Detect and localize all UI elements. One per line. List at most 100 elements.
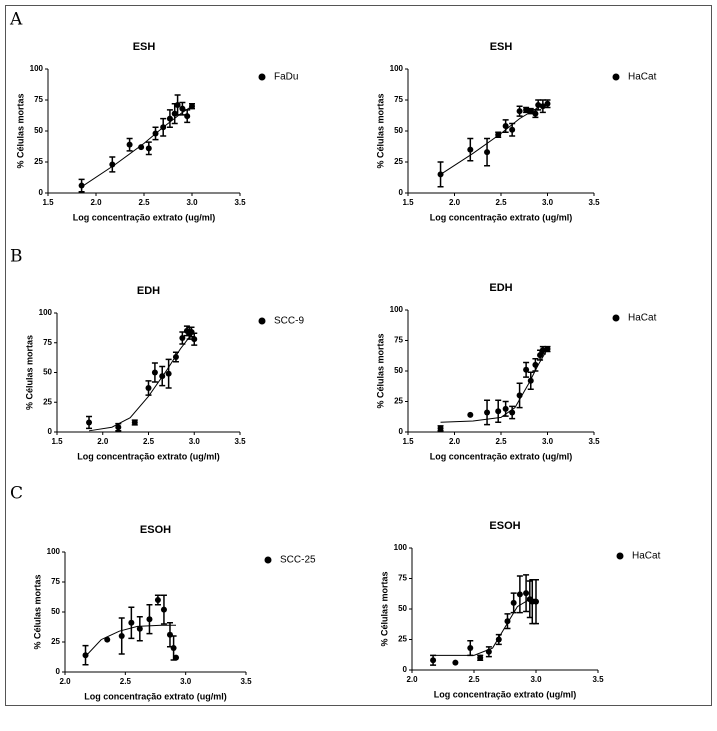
- data-point: [171, 110, 178, 117]
- y-tick-label: 50: [51, 607, 60, 616]
- fit-curve: [88, 330, 195, 432]
- fit-curve: [85, 624, 177, 657]
- legend-label: FaDu: [274, 72, 298, 83]
- panel-label: C: [10, 484, 23, 504]
- x-tick-label: 1.5: [42, 198, 54, 207]
- data-point: [78, 182, 85, 189]
- y-tick-label: 0: [399, 427, 404, 436]
- x-tick-label: 3.5: [234, 437, 246, 446]
- y-tick-label: 50: [43, 368, 52, 377]
- data-point: [115, 424, 122, 431]
- data-point: [516, 591, 523, 598]
- data-point: [485, 648, 492, 655]
- data-point: [523, 366, 530, 373]
- x-tick-label: 3.0: [530, 675, 542, 684]
- legend-label: HaCat: [628, 72, 657, 83]
- legend-label: HaCat: [632, 551, 661, 562]
- y-tick-label: 0: [403, 665, 408, 674]
- x-tick-label: 2.5: [143, 437, 155, 446]
- y-axis-label: % Células mortas: [379, 571, 389, 646]
- data-point: [151, 369, 158, 376]
- panel-label: B: [10, 247, 23, 267]
- chart-title: ESH: [133, 41, 156, 53]
- x-tick-label: 3.0: [189, 437, 201, 446]
- data-point: [170, 645, 177, 651]
- data-point: [430, 657, 437, 664]
- y-tick-label: 25: [34, 157, 43, 166]
- figure-border: [5, 5, 712, 706]
- data-point: [504, 618, 511, 625]
- data-point: [166, 115, 173, 122]
- data-point: [539, 347, 546, 354]
- data-point: [128, 619, 135, 626]
- y-tick-label: 75: [394, 95, 403, 104]
- y-axis-label: % Células mortas: [375, 93, 385, 168]
- y-tick-label: 75: [34, 95, 43, 104]
- data-point: [104, 636, 111, 643]
- data-point: [82, 652, 89, 659]
- data-point: [484, 409, 491, 416]
- data-point: [179, 334, 186, 341]
- y-tick-label: 0: [39, 188, 44, 197]
- data-point: [516, 392, 523, 399]
- x-tick-label: 2.0: [97, 437, 109, 446]
- x-tick-label: 2.5: [120, 677, 132, 686]
- data-point: [131, 419, 138, 426]
- y-axis-label: % Células mortas: [375, 333, 385, 408]
- y-tick-label: 0: [48, 427, 53, 436]
- legend-label: SCC-25: [280, 555, 316, 566]
- x-axis-label: Log concentração extrato (ug/ml): [73, 212, 216, 222]
- x-axis-label: Log concentração extrato (ug/ml): [77, 451, 220, 461]
- x-tick-label: 3.0: [186, 198, 198, 207]
- data-point: [154, 597, 161, 603]
- data-point: [160, 124, 167, 131]
- data-point: [146, 616, 153, 623]
- legend-marker: [264, 556, 272, 564]
- x-tick-label: 3.5: [234, 198, 246, 207]
- data-point: [495, 636, 502, 643]
- data-point: [165, 370, 172, 377]
- x-tick-label: 1.5: [51, 437, 63, 446]
- x-tick-label: 1.5: [402, 198, 414, 207]
- data-point: [533, 598, 539, 605]
- data-point: [145, 145, 152, 152]
- data-point: [509, 409, 516, 416]
- chart-title: EDH: [137, 285, 160, 297]
- legend-marker: [612, 73, 620, 81]
- data-point: [437, 171, 444, 178]
- chart-title: ESOH: [140, 524, 171, 536]
- y-tick-label: 25: [43, 397, 52, 406]
- data-point: [160, 606, 167, 613]
- data-point: [86, 419, 93, 426]
- x-axis-label: Log concentração extrato (ug/ml): [84, 691, 227, 701]
- y-tick-label: 100: [30, 64, 44, 73]
- data-point: [159, 373, 166, 380]
- y-axis-label: % Células mortas: [32, 574, 42, 649]
- chart-title: ESH: [490, 41, 513, 53]
- chart-title: ESOH: [489, 520, 520, 532]
- panel-label: A: [9, 10, 23, 30]
- data-point: [145, 384, 152, 391]
- data-point: [527, 108, 534, 115]
- data-point: [523, 590, 530, 597]
- data-point: [544, 346, 551, 353]
- legend-marker: [616, 552, 624, 560]
- data-point: [172, 354, 179, 361]
- data-point: [539, 103, 546, 110]
- data-point: [544, 100, 551, 107]
- y-tick-label: 75: [43, 338, 52, 347]
- x-tick-label: 2.5: [468, 675, 480, 684]
- data-point: [179, 105, 186, 112]
- x-tick-label: 3.0: [542, 437, 554, 446]
- data-point: [109, 161, 116, 168]
- data-point: [484, 149, 491, 156]
- y-tick-label: 75: [51, 577, 60, 586]
- y-axis-label: % Células mortas: [15, 93, 25, 168]
- y-tick-label: 25: [394, 397, 403, 406]
- data-point: [184, 113, 191, 120]
- data-point: [174, 101, 181, 108]
- data-point: [523, 106, 530, 113]
- x-axis-label: Log concentração extrato (ug/ml): [430, 212, 573, 222]
- y-tick-label: 0: [56, 667, 61, 676]
- x-tick-label: 3.5: [240, 677, 252, 686]
